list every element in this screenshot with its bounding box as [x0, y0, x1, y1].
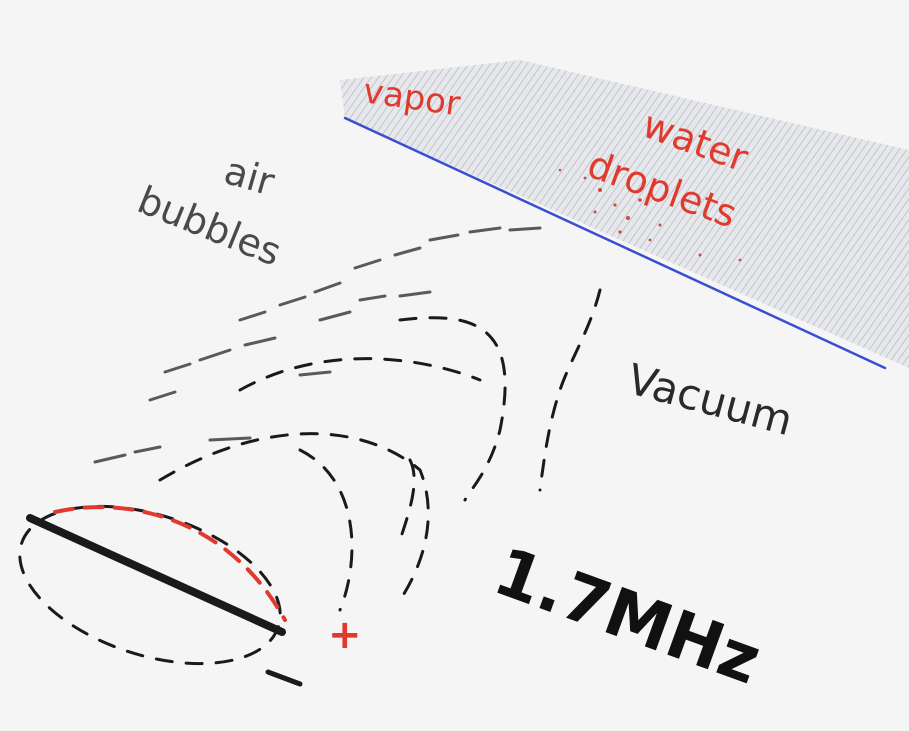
transducer-field-ellipse: [18, 504, 282, 666]
water-surface-line: [343, 116, 887, 370]
vapor-shading: [340, 60, 909, 368]
air-label: air: [220, 148, 280, 204]
minus-sign: [265, 669, 303, 687]
droplet-dots: [558, 168, 742, 262]
frequency-label: 1.7MHz: [485, 533, 771, 700]
plus-sign: +: [328, 612, 362, 658]
vacuum-label: Vacuum: [622, 354, 797, 445]
ultrasound-beam-dashes: [158, 288, 602, 612]
positive-arc: [53, 505, 287, 622]
transducer-plate: [26, 514, 286, 636]
air-bubble-dashes: [93, 226, 542, 464]
